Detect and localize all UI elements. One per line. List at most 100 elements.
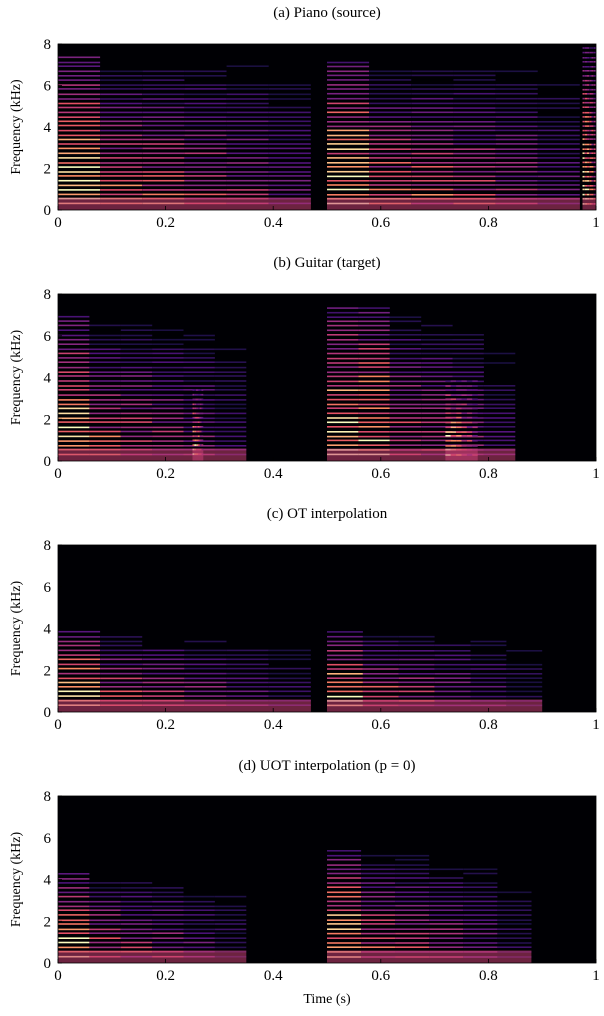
spectrogram-cell (421, 431, 453, 433)
spectrogram-cell (327, 882, 362, 884)
spectrogram-cell (89, 928, 121, 931)
spectrogram-cell (506, 677, 543, 679)
spectrogram-cell (327, 877, 362, 879)
spectrogram-cell (421, 366, 453, 368)
spectrogram-cell (120, 343, 153, 345)
spectrogram-cell (327, 148, 370, 150)
spectrogram-cell (483, 431, 516, 433)
spectrogram-cell (184, 189, 227, 191)
spectrogram-cell (495, 107, 538, 109)
spectrogram-cell (268, 129, 311, 132)
spectrogram-cell (582, 138, 585, 140)
x-tick-label: 1 (592, 466, 600, 482)
spectrogram-cell (389, 385, 422, 387)
spectrogram-cell (463, 891, 498, 894)
spectrogram-cell (197, 403, 200, 406)
spectrogram-cell (327, 320, 359, 323)
spectrogram-cell (445, 435, 451, 437)
spectrogram-cell (506, 690, 543, 693)
spectrogram-cell (463, 928, 498, 930)
spectrogram-cell (58, 426, 90, 429)
spectrogram-cell (120, 430, 153, 433)
spectrogram-cell (58, 324, 90, 327)
spectrogram-cell (445, 380, 451, 382)
spectrogram-cell (358, 339, 390, 341)
spectrogram-cell (369, 138, 412, 141)
spectrogram-cell (327, 635, 363, 638)
spectrogram-cell (398, 681, 435, 684)
spectrogram-cell (389, 439, 422, 442)
spectrogram-cell (389, 375, 422, 378)
spectrogram-cell (362, 695, 399, 698)
spectrogram-cell (58, 357, 90, 359)
spectrogram-cell (226, 672, 269, 675)
spectrogram-cell (199, 444, 202, 446)
spectrogram-panel-3: (d) UOT interpolation (p = 0) 0 0.2 0.4 0.6 0… (9, 758, 600, 1007)
spectrogram-cell (483, 412, 516, 415)
spectrogram-cell (587, 175, 590, 178)
spectrogram-cell (268, 681, 311, 684)
spectrogram-cell (463, 923, 498, 925)
spectrogram-cell (327, 421, 359, 424)
spectrogram-cell (120, 329, 153, 331)
spectrogram-cell (395, 909, 430, 911)
spectrogram-cell (582, 97, 585, 100)
spectrogram-cell (197, 412, 200, 415)
spectrogram-cell (58, 366, 90, 369)
spectrogram-cell (483, 417, 516, 419)
spectrogram-cell (389, 394, 422, 396)
spectrogram-cell (142, 106, 185, 109)
spectrogram-cell (58, 175, 101, 177)
spectrogram-cell (89, 430, 121, 433)
spectrogram-cell (152, 399, 184, 401)
spectrogram-cell (495, 188, 538, 191)
spectrogram-cell (463, 895, 498, 898)
spectrogram-cell (452, 357, 484, 360)
spectrogram-cell (214, 909, 247, 911)
spectrogram-cell (58, 157, 101, 159)
spectrogram-cell (495, 194, 538, 196)
y-axis-label: Frequency (kHz) (9, 79, 24, 175)
spectrogram-cell (184, 147, 227, 150)
spectrogram-cell (214, 941, 247, 944)
spectrogram-cell (461, 394, 467, 396)
spectrogram-cell (587, 125, 590, 127)
spectrogram-cell (184, 640, 227, 643)
spectrogram-cell (358, 362, 390, 364)
spectrogram-cell (483, 403, 516, 406)
spectrogram-cell (589, 193, 592, 196)
spectrogram-cell (183, 919, 215, 922)
spectrogram-cell (584, 175, 587, 178)
spectrogram-cell (589, 75, 592, 77)
spectrogram-cell (362, 658, 399, 661)
spectrogram-cell (58, 663, 101, 666)
spectrogram-cell (452, 375, 484, 378)
spectrogram-cell (268, 134, 311, 137)
y-tick-label: 0 (44, 705, 52, 721)
spectrogram-cells (58, 47, 596, 210)
spectrogram-cell (194, 426, 197, 428)
spectrogram-cell (120, 389, 153, 391)
spectrogram-cell (483, 439, 516, 442)
spectrogram-cell (389, 444, 422, 446)
spectrogram-cell (593, 129, 596, 132)
spectrogram-cell (582, 185, 585, 187)
spectrogram-cell (589, 106, 592, 108)
spectrogram-cell (226, 152, 269, 155)
spectrogram-cell (591, 116, 594, 118)
spectrogram-cell (461, 398, 467, 400)
spectrogram-cell (398, 685, 435, 688)
spectrogram-cell (100, 654, 143, 656)
spectrogram-cell (589, 84, 592, 86)
spectrogram-cell (268, 111, 311, 114)
spectrogram-cell (584, 120, 587, 123)
spectrogram-cell (327, 125, 370, 128)
spectrogram-cell (58, 681, 101, 684)
spectrogram-cell (495, 134, 538, 137)
spectrogram-cell (591, 138, 594, 140)
spectrogram-cell (184, 686, 227, 688)
spectrogram-cell (120, 932, 153, 934)
spectrogram-cell (268, 171, 311, 173)
spectrogram-cell (591, 97, 594, 100)
spectrogram-cell (495, 70, 538, 73)
